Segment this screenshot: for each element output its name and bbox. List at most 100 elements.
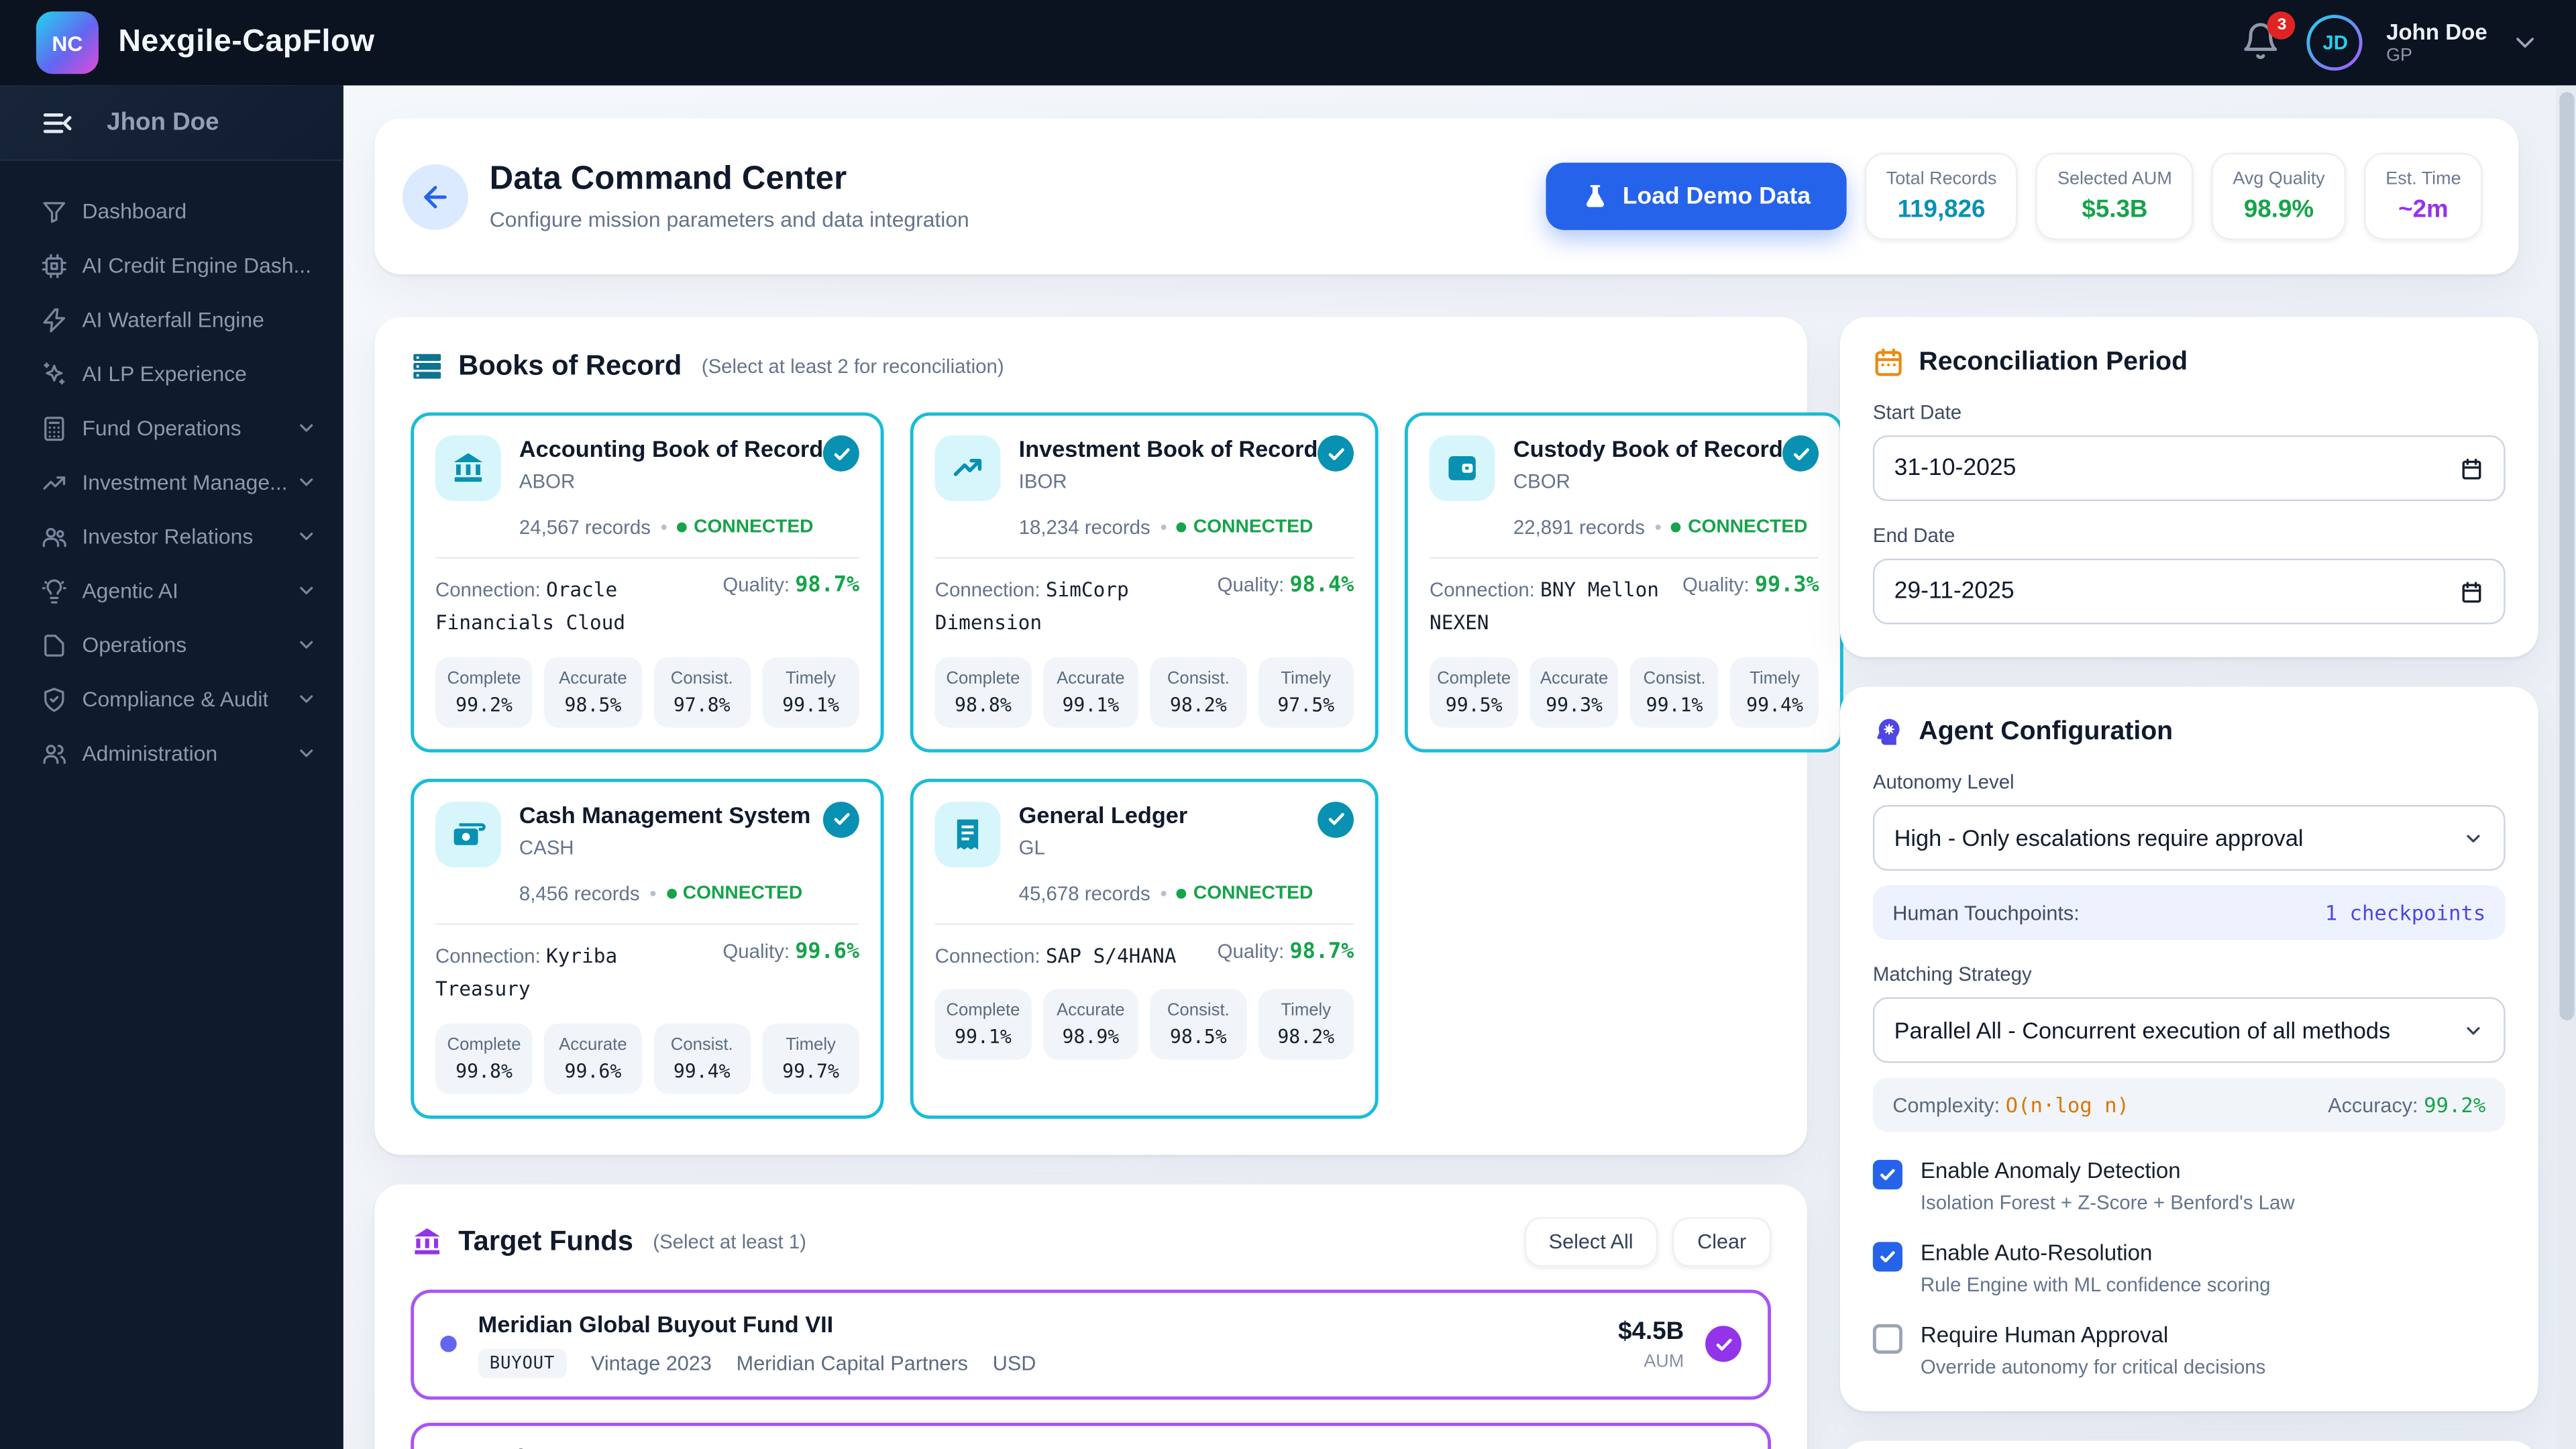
user-info: John Doe GP xyxy=(2386,20,2487,65)
metric-chip: Timely 99.1% xyxy=(761,657,860,728)
arrow-left-icon xyxy=(419,180,451,213)
bank-icon xyxy=(435,435,501,501)
agent-head-icon xyxy=(1873,716,1904,748)
sidebar-item-fund-operations[interactable]: Fund Operations xyxy=(0,401,343,455)
status-badge: CONNECTED xyxy=(1177,517,1313,537)
stat-selected-aum-value: $5.3B xyxy=(2082,195,2148,224)
page-scrollbar[interactable] xyxy=(2556,85,2576,1449)
sidebar-item-administration[interactable]: Administration xyxy=(0,726,343,780)
stat-selected-aum: Selected AUM $5.3B xyxy=(2036,152,2194,240)
sparkles-icon xyxy=(41,361,67,387)
book-card-gl[interactable]: General Ledger GL 45,678 records • CONNECT… xyxy=(910,778,1379,1118)
books-section-hint: (Select at least 2 for reconciliation) xyxy=(701,354,1004,378)
human-touchpoints-row: Human Touchpoints: 1 checkpoints xyxy=(1872,885,2506,940)
user-name: John Doe xyxy=(2386,19,2487,45)
status-badge: CONNECTED xyxy=(1671,517,1808,537)
books-grid: Accounting Book of Record ABOR 24,567 re… xyxy=(411,412,1844,1118)
app-logo-text: NC xyxy=(52,30,83,56)
cpu-icon xyxy=(41,252,67,278)
page-title: Data Command Center xyxy=(489,161,847,197)
notifications-button[interactable]: 3 xyxy=(2242,11,2296,64)
load-demo-data-button[interactable]: Load Demo Data xyxy=(1545,162,1847,230)
matching-strategy-select[interactable]: Parallel All - Concurrent execution of a… xyxy=(1872,997,2506,1063)
metric-chip: Complete 99.2% xyxy=(435,657,533,728)
wallet-card-icon xyxy=(1429,435,1495,501)
metric-chip: Complete 98.8% xyxy=(934,657,1032,728)
anomaly-detection-checkbox-row[interactable]: Enable Anomaly Detection Isolation Fores… xyxy=(1872,1159,2506,1214)
book-card-abor[interactable]: Accounting Book of Record ABOR 24,567 re… xyxy=(411,412,884,753)
lightbulb-icon xyxy=(41,578,67,604)
metric-chip: Accurate 98.5% xyxy=(544,657,642,728)
sidebar-item-ai-waterfall-engine[interactable]: AI Waterfall Engine xyxy=(0,292,343,347)
sidebar-item-compliance-audit[interactable]: Compliance & Audit xyxy=(0,672,343,727)
date-picker-icon[interactable] xyxy=(2459,456,2484,481)
flask-icon xyxy=(1582,183,1608,209)
start-date-input[interactable]: 31-10-2025 xyxy=(1872,435,2506,501)
users-icon xyxy=(41,523,67,549)
top-bar: NC Nexgile-CapFlow 3 JD John Doe GP xyxy=(0,0,2576,86)
check-circle-icon xyxy=(1318,435,1354,472)
select-all-button[interactable]: Select All xyxy=(1523,1216,1658,1267)
sidebar-item-agentic-ai[interactable]: Agentic AI xyxy=(0,564,343,618)
check-circle-icon[interactable] xyxy=(1705,1326,1741,1362)
status-badge: CONNECTED xyxy=(677,517,814,537)
sidebar-collapse-icon[interactable] xyxy=(41,106,74,139)
checkbox-checked-icon[interactable] xyxy=(1872,1242,1902,1272)
autonomy-level-select[interactable]: High - Only escalations require approval xyxy=(1872,805,2506,871)
page-header-card: Data Command Center Configure mission pa… xyxy=(374,118,2519,274)
fund-row-horizon[interactable]: Horizon Venture Partners IV VENTURE Vint… xyxy=(411,1421,1772,1449)
end-date-input[interactable]: 29-11-2025 xyxy=(1872,558,2506,625)
funds-section-title: Target Funds xyxy=(458,1224,633,1256)
metric-chip: Consist. 98.5% xyxy=(1150,989,1246,1061)
people-icon xyxy=(41,740,67,766)
metric-chip: Timely 98.2% xyxy=(1258,989,1354,1061)
clear-button[interactable]: Clear xyxy=(1672,1216,1772,1267)
complexity-value: O(n·log n) xyxy=(2005,1092,2129,1118)
back-button[interactable] xyxy=(402,163,468,229)
sidebar-item-investor-relations[interactable]: Investor Relations xyxy=(0,509,343,564)
complexity-accuracy-row: Complexity: O(n·log n) Accuracy: 99.2% xyxy=(1872,1077,2506,1132)
sidebar-item-operations[interactable]: Operations xyxy=(0,618,343,672)
book-card-cash[interactable]: Cash Management System CASH 8,456 record… xyxy=(411,778,884,1118)
status-badge: CONNECTED xyxy=(666,883,802,903)
human-approval-checkbox-row[interactable]: Require Human Approval Override autonomy… xyxy=(1872,1322,2506,1379)
sidebar: Jhon Doe Dashboard AI Credit Engine Dash… xyxy=(0,85,343,1449)
auto-resolution-checkbox-row[interactable]: Enable Auto-Resolution Rule Engine with … xyxy=(1872,1240,2506,1296)
trending-up-icon xyxy=(41,469,67,495)
fund-dot xyxy=(440,1336,457,1352)
app-title: Nexgile-CapFlow xyxy=(118,24,375,60)
scrollbar-thumb[interactable] xyxy=(2559,92,2574,1020)
metric-chip: Timely 99.7% xyxy=(761,1022,860,1093)
sidebar-menu: Dashboard AI Credit Engine Dash... AI Wa… xyxy=(0,161,343,780)
chevron-down-icon xyxy=(296,743,317,764)
checkbox-checked-icon[interactable] xyxy=(1872,1159,1902,1190)
books-section-title: Books of Record xyxy=(458,350,682,382)
avatar[interactable]: JD xyxy=(2307,15,2363,71)
date-picker-icon[interactable] xyxy=(2459,579,2484,604)
metric-chip: Complete 99.1% xyxy=(934,989,1032,1061)
avatar-initials: JD xyxy=(2310,17,2360,68)
check-circle-icon xyxy=(1782,435,1819,472)
metric-chip: Timely 99.4% xyxy=(1730,657,1819,728)
chevron-down-icon xyxy=(296,526,317,547)
book-card-ibor[interactable]: Investment Book of Record IBOR 18,234 re… xyxy=(910,412,1379,753)
book-card-cbor[interactable]: Custody Book of Record CBOR 22,891 recor… xyxy=(1405,412,1844,753)
user-role: GP xyxy=(2386,45,2413,66)
sidebar-item-dashboard[interactable]: Dashboard xyxy=(0,184,343,238)
chevron-down-icon xyxy=(2463,1020,2484,1041)
chevron-down-icon[interactable] xyxy=(2510,28,2540,58)
checkbox-unchecked-icon[interactable] xyxy=(1872,1324,1902,1354)
accuracy-value: 99.2% xyxy=(2424,1092,2486,1118)
sidebar-header: Jhon Doe xyxy=(0,85,343,162)
sidebar-item-investment-management[interactable]: Investment Manage... xyxy=(0,455,343,509)
sidebar-item-ai-credit-engine[interactable]: AI Credit Engine Dash... xyxy=(0,238,343,292)
sidebar-item-ai-lp-experience[interactable]: AI LP Experience xyxy=(0,347,343,401)
stat-est-time-value: ~2m xyxy=(2398,195,2449,224)
notification-badge: 3 xyxy=(2267,11,2296,40)
fund-row-meridian[interactable]: Meridian Global Buyout Fund VII BUYOUT V… xyxy=(411,1289,1772,1399)
autonomy-level-label: Autonomy Level xyxy=(1872,770,2015,794)
reconciliation-period-panel: Reconciliation Period Start Date 31-10-2… xyxy=(1839,317,2538,657)
algorithm-thresholds-panel: Algorithm Thresholds xyxy=(1839,1440,2538,1449)
chevron-down-icon xyxy=(296,580,317,601)
